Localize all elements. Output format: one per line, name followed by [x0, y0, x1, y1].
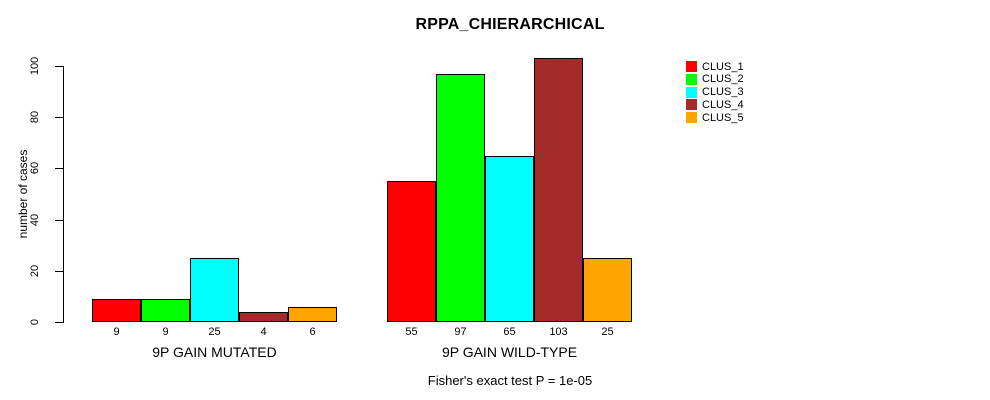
legend-item-clus_2: CLUS_2: [686, 73, 744, 86]
bar-value-clus_2-group2: 97: [454, 326, 467, 338]
legend-label-clus_2: CLUS_2: [702, 73, 744, 86]
y-tick-label-40: 40: [29, 213, 41, 227]
legend-swatch-clus_4: [686, 99, 697, 111]
legend-swatch-clus_5: [686, 112, 697, 123]
legend-swatch-clus_1: [686, 61, 697, 72]
legend-item-clus_5: CLUS_5: [686, 111, 744, 124]
group-label-9p-gain-mutated: 9P GAIN MUTATED: [152, 344, 277, 360]
bar-clus_1-group2: [387, 181, 436, 322]
legend-item-clus_4: CLUS_4: [686, 98, 744, 111]
bar-value-clus_4-group1: 4: [260, 326, 267, 338]
legend-item-clus_3: CLUS_3: [686, 86, 744, 99]
legend-swatch-clus_3: [686, 86, 697, 98]
bar-value-clus_1-group1: 9: [113, 326, 120, 338]
y-tick-label-80: 80: [29, 110, 41, 124]
bar-clus_2-group1: [141, 299, 190, 322]
legend-label-clus_4: CLUS_4: [702, 98, 744, 111]
bar-clus_4-group1: [239, 312, 288, 322]
bar-value-clus_5-group2: 25: [601, 326, 614, 338]
bar-value-clus_4-group2: 103: [549, 326, 568, 338]
bar-clus_2-group2: [436, 74, 485, 322]
bar-clus_1-group1: [92, 299, 141, 322]
y-tick-80: [55, 117, 63, 118]
y-tick-0: [55, 322, 63, 323]
bar-clus_3-group1: [190, 258, 239, 322]
y-tick-label-0: 0: [29, 318, 41, 326]
legend-label-clus_5: CLUS_5: [702, 111, 744, 124]
bar-clus_3-group2: [485, 156, 534, 322]
chart-title: RPPA_CHIERARCHICAL: [415, 16, 605, 33]
y-tick-100: [55, 66, 63, 67]
bar-value-clus_2-group1: 9: [162, 326, 169, 338]
fisher-test-footnote: Fisher's exact test P = 1e-05: [427, 373, 593, 388]
bar-clus_4-group2: [534, 58, 583, 322]
bar-clus_5-group2: [583, 258, 632, 322]
bar-clus_5-group1: [288, 307, 337, 322]
bar-value-clus_1-group2: 55: [405, 326, 418, 338]
y-tick-20: [55, 271, 63, 272]
y-tick-label-100: 100: [29, 56, 41, 76]
y-tick-60: [55, 168, 63, 169]
y-axis-title: number of cases: [16, 149, 30, 239]
bar-value-clus_3-group1: 25: [208, 326, 221, 338]
y-axis-line: [63, 66, 64, 323]
y-tick-40: [55, 220, 63, 221]
legend-item-clus_1: CLUS_1: [686, 60, 744, 73]
group-label-9p-gain-wild-type: 9P GAIN WILD-TYPE: [441, 344, 578, 360]
bar-value-clus_3-group2: 65: [503, 326, 516, 338]
legend-label-clus_3: CLUS_3: [702, 86, 744, 98]
legend-swatch-clus_2: [686, 73, 697, 85]
bar-value-clus_5-group1: 6: [309, 326, 316, 338]
y-tick-label-60: 60: [29, 161, 41, 175]
y-tick-label-20: 20: [29, 264, 41, 278]
legend-label-clus_1: CLUS_1: [702, 60, 744, 73]
